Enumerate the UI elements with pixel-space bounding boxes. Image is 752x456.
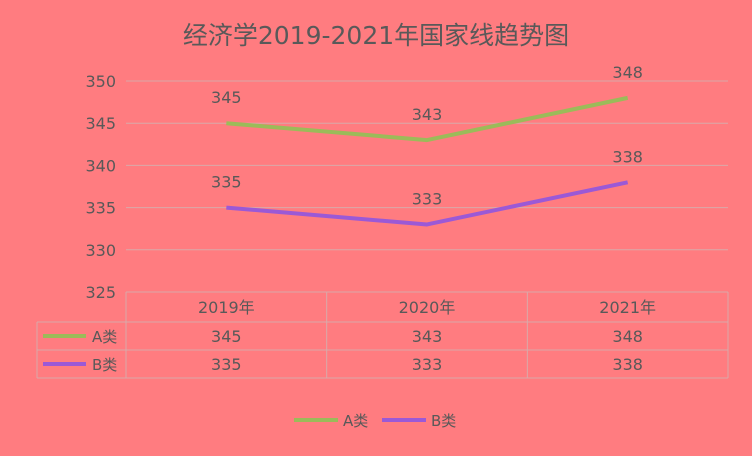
y-tick-label: 345 <box>85 114 116 133</box>
table-cell: 338 <box>612 355 643 374</box>
data-label: 335 <box>211 173 242 192</box>
legend-label: B类 <box>431 412 456 430</box>
data-label: 343 <box>412 105 443 124</box>
y-tick-label: 330 <box>85 241 116 260</box>
data-label: 338 <box>612 147 643 166</box>
y-tick-label: 350 <box>85 72 116 91</box>
y-tick-label: 325 <box>85 283 116 302</box>
chart-title: 经济学2019-2021年国家线趋势图 <box>183 21 569 50</box>
table-series-name: B类 <box>92 356 117 374</box>
table-series-name: A类 <box>92 328 117 346</box>
data-label: 348 <box>612 63 643 82</box>
series-line <box>226 180 629 227</box>
table-cell: 345 <box>211 327 242 346</box>
x-category-label: 2019年 <box>198 298 255 317</box>
y-tick-label: 340 <box>85 156 116 175</box>
table-cell: 333 <box>412 355 443 374</box>
table-cell: 335 <box>211 355 242 374</box>
data-label: 333 <box>412 189 443 208</box>
series-line <box>226 95 629 143</box>
table-cell: 343 <box>412 327 443 346</box>
x-category-label: 2020年 <box>399 298 456 317</box>
x-category-label: 2021年 <box>599 298 656 317</box>
data-label: 345 <box>211 88 242 107</box>
table-cell: 348 <box>612 327 643 346</box>
legend-label: A类 <box>343 412 368 430</box>
y-tick-label: 335 <box>85 199 116 218</box>
